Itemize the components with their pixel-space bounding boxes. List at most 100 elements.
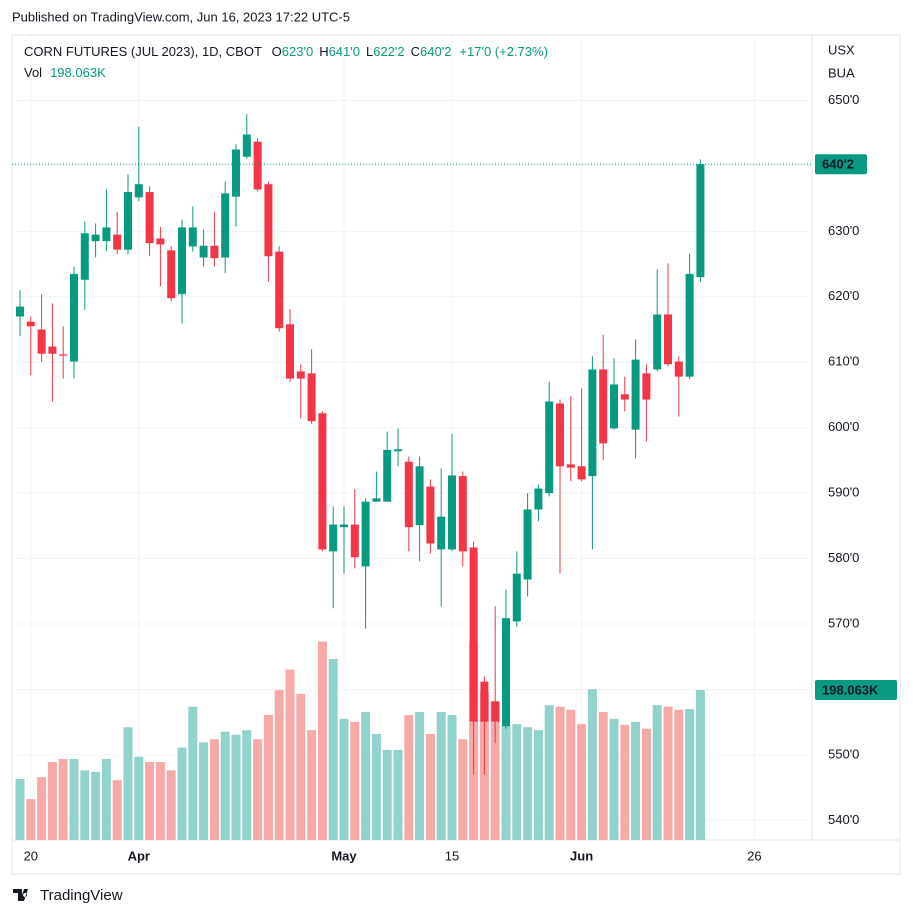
candle-body xyxy=(620,394,629,400)
volume-bar xyxy=(37,777,47,840)
candle-body xyxy=(70,273,78,362)
volume-bar xyxy=(652,705,662,840)
volume-bar xyxy=(587,689,597,840)
candle-body xyxy=(221,193,230,258)
volume-bar xyxy=(490,702,500,840)
logo: TradingView xyxy=(13,887,123,904)
candle-body xyxy=(458,476,467,552)
volume-bar xyxy=(555,706,565,840)
x-tick-label: Jun xyxy=(570,848,593,863)
candle-body xyxy=(512,573,521,622)
volume-bar xyxy=(631,721,641,840)
volume-bar xyxy=(404,715,414,840)
last-price-label: 640'2 xyxy=(822,157,854,172)
volume-bar xyxy=(123,727,133,840)
symbol: CORN FUTURES (JUL 2023), 1D, CBOT xyxy=(24,44,262,59)
y-tick-label: 590'0 xyxy=(828,485,859,500)
candle-body xyxy=(577,466,586,480)
candle-body xyxy=(394,449,402,452)
candle-body xyxy=(685,273,694,377)
volume-bar xyxy=(231,734,241,840)
volume-bar xyxy=(242,730,252,840)
quote-key: L xyxy=(366,44,373,59)
candle-body xyxy=(653,314,662,370)
candle-body xyxy=(242,134,251,157)
volume-bar xyxy=(674,709,684,840)
change: +17'0 (+2.73%) xyxy=(459,44,548,59)
volume-bar xyxy=(371,733,381,840)
volume-bar xyxy=(317,641,327,840)
quote-key: O xyxy=(272,44,282,59)
candle-body xyxy=(16,306,24,317)
candle-body xyxy=(113,234,122,250)
volume-bar xyxy=(458,739,468,840)
candle-body xyxy=(37,329,46,354)
volume-name: Vol xyxy=(24,65,42,80)
volume-bar xyxy=(447,715,457,840)
volume-bar xyxy=(382,749,392,840)
volume-bar xyxy=(339,718,349,840)
volume-bar xyxy=(436,712,446,840)
volume-bar xyxy=(663,706,673,840)
volume-bar xyxy=(15,778,25,840)
volume-bar xyxy=(91,771,101,840)
volume-header: Vol 198.063K xyxy=(24,65,106,80)
plot xyxy=(12,35,812,840)
candle-body xyxy=(296,371,305,379)
candle-body xyxy=(664,314,672,365)
volume-bar xyxy=(177,747,187,840)
candle-body xyxy=(199,245,208,258)
candle-body xyxy=(350,524,359,558)
volume-bar xyxy=(609,718,619,840)
volume-bar xyxy=(641,728,651,840)
volume-bar xyxy=(533,730,543,840)
y-tick-label: 580'0 xyxy=(828,550,859,565)
volume-bar xyxy=(134,756,144,840)
volume-bar xyxy=(274,690,284,840)
volume-badge xyxy=(815,680,897,701)
candle-body xyxy=(480,681,489,722)
volume-bar xyxy=(512,724,522,840)
x-tick-label: May xyxy=(331,848,357,863)
volume-bar xyxy=(566,709,576,840)
volume-bar xyxy=(112,780,122,840)
y-tick-label: 650'0 xyxy=(828,92,859,107)
quote-value: 641'0 xyxy=(329,44,360,59)
volume-bar xyxy=(188,706,198,840)
volume-badge-label: 198.063K xyxy=(822,682,879,697)
volume-value: 198.063K xyxy=(50,65,106,80)
candle-body xyxy=(102,227,111,242)
volume-bar xyxy=(69,758,79,840)
candle-body xyxy=(178,227,186,295)
candle-body xyxy=(642,373,651,400)
candle-body xyxy=(318,413,327,550)
volume-bar xyxy=(695,690,705,840)
candle-body xyxy=(210,245,219,259)
candle-body xyxy=(232,149,240,197)
quote-value: 622'2 xyxy=(373,44,404,59)
currency: USX xyxy=(828,42,855,57)
candle-body xyxy=(91,234,100,242)
volume-bar xyxy=(145,761,155,840)
volume-bar xyxy=(220,731,230,840)
candle-body xyxy=(383,449,392,502)
last-price-badge xyxy=(815,154,867,175)
volume-bar xyxy=(47,761,57,840)
brand: TradingView xyxy=(40,887,123,904)
volume-bar xyxy=(544,705,554,840)
candle-body xyxy=(696,164,705,278)
candle-body xyxy=(340,524,348,528)
candle-body xyxy=(59,354,68,356)
frame xyxy=(11,34,901,875)
volume-bar xyxy=(425,733,435,840)
volume-bar xyxy=(285,669,295,840)
quote-value: 623'0 xyxy=(282,44,313,59)
volume-bar xyxy=(393,749,403,840)
volume-bar xyxy=(80,770,90,840)
candle-body xyxy=(80,233,89,280)
candle-body xyxy=(134,184,143,198)
y-tick-label: 570'0 xyxy=(828,615,859,630)
candle-body xyxy=(124,192,132,250)
candle-body xyxy=(404,461,413,528)
